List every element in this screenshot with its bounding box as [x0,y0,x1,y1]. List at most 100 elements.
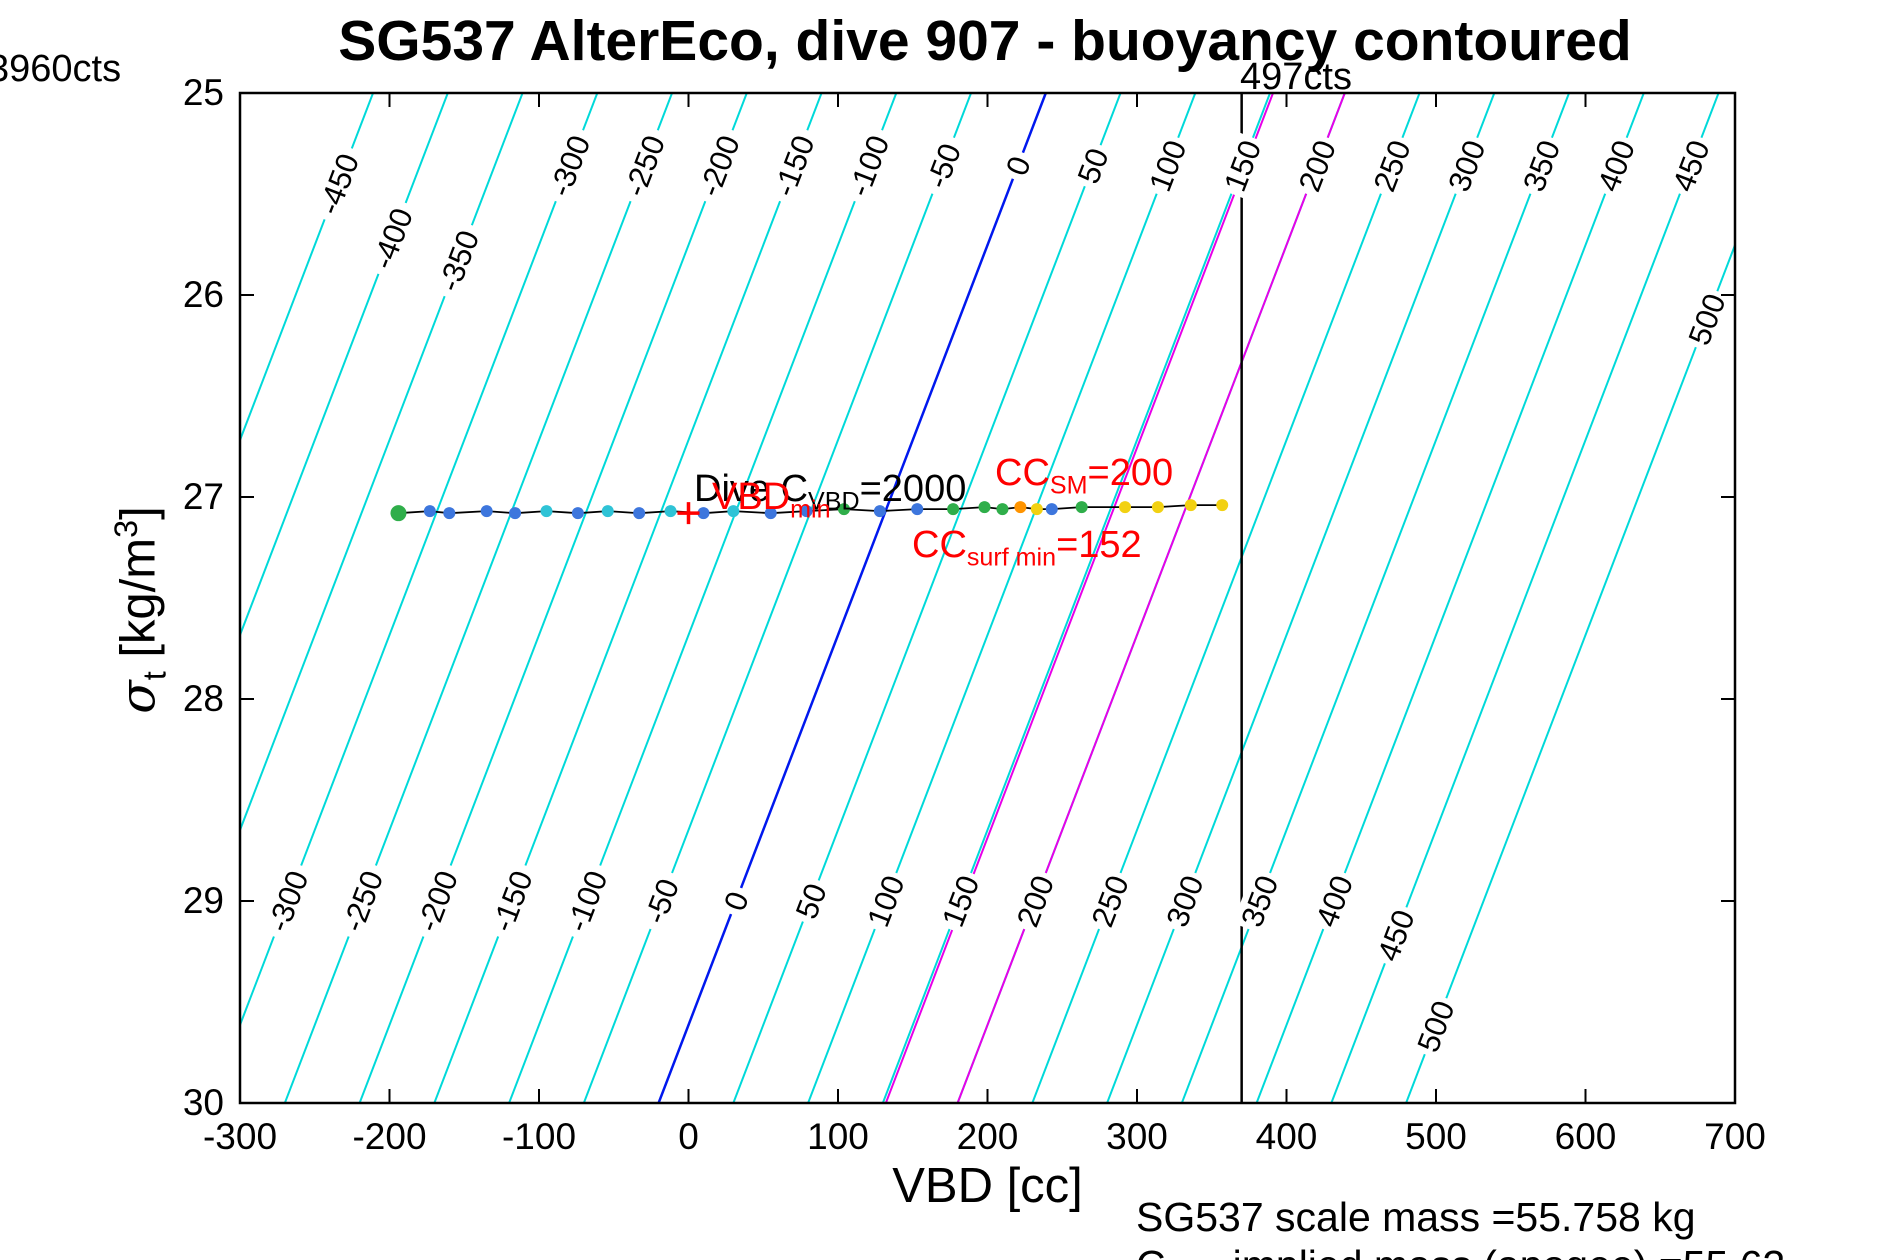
x-tick-label: 100 [807,1116,869,1157]
svg-text:-100: -100 [841,131,896,201]
trace-point [601,505,614,518]
contour-label: -200 [407,859,467,943]
trace-point [390,505,407,522]
trace-point [1184,499,1197,512]
trace-line [398,504,1223,515]
contour-label: 350 [1232,866,1286,936]
contour-label: 150 [933,866,987,936]
y-axis-label: σt [kg/m3] [108,506,172,713]
svg-text:-100: -100 [560,866,615,936]
vbd-line-counts-label: 497cts [1240,56,1352,98]
trace-point [837,503,850,516]
svg-text:-350: -350 [431,226,486,296]
trace-point [633,507,646,520]
vbd-min-annotation: VBDmin [712,476,831,524]
contour-label: 350 [1514,131,1568,200]
contour-label: -50 [634,866,688,936]
contour-label: -100 [557,859,616,943]
contour-label: 400 [1307,866,1361,936]
contour-label: -50 [916,131,970,200]
contour-line-250 [1031,93,1421,1103]
contour-label: -100 [838,124,898,208]
dive-trace [390,499,1229,522]
y-axis-unit-pre: [kg/m [111,537,166,672]
implied-mass-text: CVBD implied mass (apogee) =55.63 [1136,1242,1785,1260]
x-tick-label: -200 [352,1116,426,1157]
trace-point [764,507,777,520]
contour-label: -250 [332,859,392,943]
contour-line-500 [1405,242,1735,1103]
svg-text:-150: -150 [485,866,540,936]
y-axis-unit-exponent: 3 [108,519,145,538]
contour-label: 200 [1008,866,1062,936]
contour-label: 200 [1290,131,1344,200]
y-tick-label: 28 [183,678,224,719]
contour-line--150 [433,93,823,1103]
contour-label: -150 [482,859,542,943]
x-tick-label: 200 [957,1116,1019,1157]
trace-point [1045,503,1058,516]
contour-line--200 [358,93,748,1103]
y-tick-label: 29 [183,880,224,921]
contour-line-50 [732,93,1122,1103]
trace-point [978,501,991,514]
trace-point [727,505,740,518]
svg-text:-300: -300 [542,131,597,201]
svg-text:-200: -200 [692,131,747,201]
contour-line--100 [508,93,898,1103]
trace-point [480,505,493,518]
trace-point [873,505,886,518]
y-axis-unit-post: ] [111,506,166,520]
svg-text:-250: -250 [335,866,390,936]
dive-cvbd-annotation: Dive CVBD=2000 [694,468,967,516]
trace-point [509,507,522,520]
contour-line-0 [657,93,1047,1103]
sigma-subscript: t [136,671,173,681]
y-tick-label: 30 [183,1082,224,1123]
contour-lines [240,93,1735,1103]
trace-point [800,505,813,518]
contour-label: 300 [1157,866,1212,936]
contour-label: 150 [1215,131,1269,200]
y-tick-label: 25 [183,72,224,113]
contour-line--50 [582,93,972,1103]
y-tick-label: 26 [183,274,224,315]
contour-labels: -450-400 -350 -300 -300 -250 -250 -200 -200 -150… [258,124,1734,1061]
trace-point [1014,501,1027,514]
contour-label: 50 [787,874,835,928]
contour-line-300 [1106,93,1496,1103]
vbd-min-counts-label: 3960cts [0,48,122,90]
contour-label: 250 [1083,866,1137,936]
svg-text:-300: -300 [261,866,316,936]
y-tick-label: 27 [183,476,224,517]
trace-point [697,507,710,520]
trace-point [1151,501,1164,514]
contour-line-400 [1255,93,1645,1103]
trace-point [1075,501,1088,514]
x-tick-label: 400 [1256,1116,1318,1157]
contour-label: -400 [362,196,422,280]
vbd-plus-marker [677,502,700,525]
trace-point [571,507,584,520]
contour-line-100 [807,93,1197,1103]
contour-line--450 [240,93,374,443]
trace-point [423,505,436,518]
contour-label: -350 [428,219,488,303]
contour-label: 0 [997,146,1039,185]
contour-label: -200 [689,124,749,208]
contour-line-150 [881,93,1271,1103]
contour-label: 300 [1439,131,1494,200]
cc-sm-annotation: CCSM=200 [995,452,1174,500]
page-title: SG537 AlterEco, dive 907 - buoyancy cont… [338,9,1632,73]
contour-label: 450 [1368,901,1423,970]
contour-label: 450 [1664,131,1718,200]
x-tick-label: 500 [1405,1116,1467,1157]
trace-point [1119,501,1132,514]
scale-mass-text: SG537 scale mass =55.758 kg [1136,1194,1696,1240]
contour-label: 400 [1589,131,1643,200]
trace-point [996,503,1009,516]
contour-label: 100 [1140,131,1195,200]
contour-label: -450 [308,142,368,226]
svg-text:-250: -250 [617,131,672,201]
